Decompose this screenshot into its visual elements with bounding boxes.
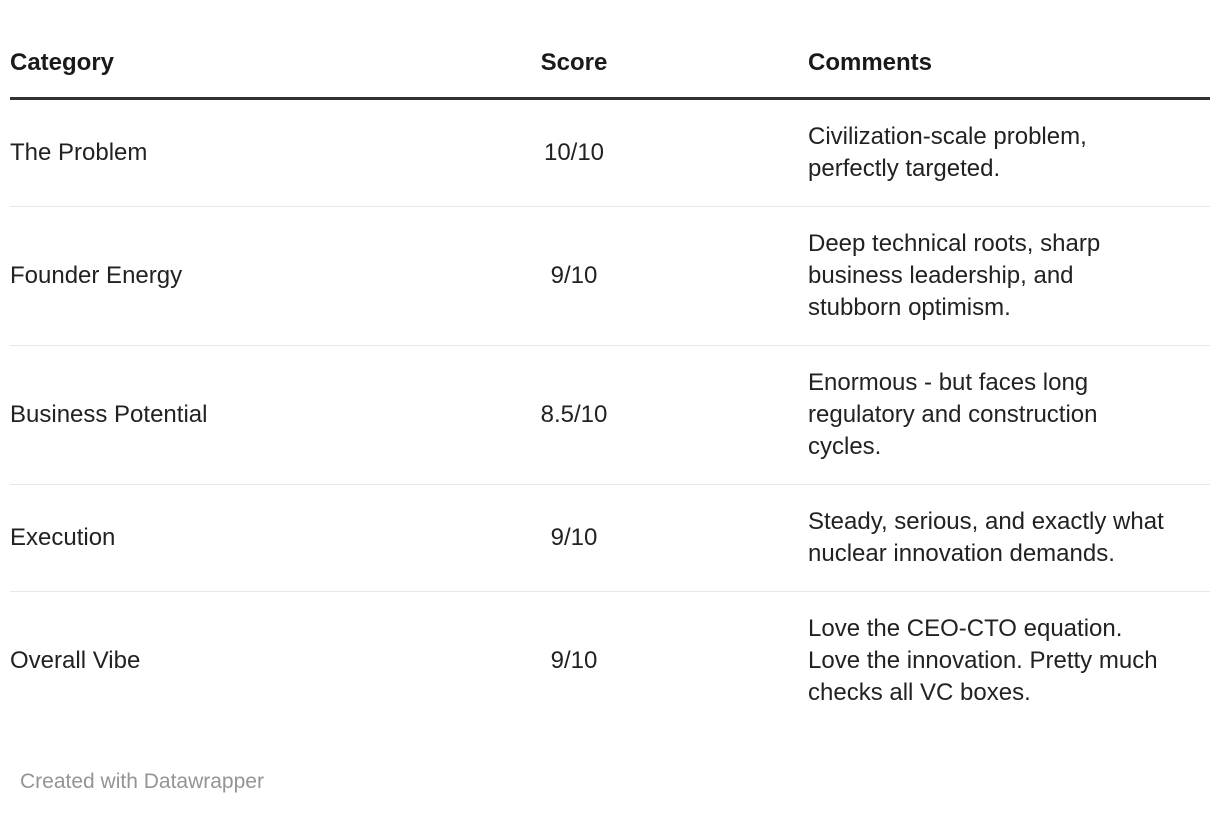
- category-cell: The Problem: [10, 98, 340, 207]
- header-row: Category Score Comments: [10, 38, 1210, 100]
- column-header-category: Category: [10, 38, 340, 100]
- table-header: Category Score Comments: [10, 38, 1210, 100]
- table-row: Overall Vibe 9/10 Love the CEO-CTO equat…: [10, 592, 1210, 731]
- comments-cell: Civilization-scale problem, perfectly ta…: [808, 98, 1210, 207]
- review-table: Category Score Comments The Problem 10/1…: [10, 38, 1210, 730]
- comments-text: Civilization-scale problem, perfectly ta…: [808, 123, 1087, 182]
- score-cell: 9/10: [550, 647, 598, 674]
- comments-text: Enormous - but faces long regulatory and…: [808, 369, 1098, 460]
- category-cell: Overall Vibe: [10, 647, 141, 674]
- comments-cell: Enormous - but faces long regulatory and…: [808, 345, 1210, 485]
- table-row: Execution 9/10 Steady, serious, and exac…: [10, 484, 1210, 592]
- table-row: The Problem 10/10 Civilization-scale pro…: [10, 98, 1210, 207]
- column-header-score: Score: [340, 38, 808, 100]
- datawrapper-table-chart: Category Score Comments The Problem 10/1…: [10, 38, 1210, 794]
- category-cell: Execution: [10, 484, 340, 592]
- datawrapper-attribution-link[interactable]: Created with Datawrapper: [20, 770, 264, 793]
- score-cell: 9/10: [340, 484, 808, 592]
- score-cell: 9/10: [340, 206, 808, 346]
- comments-cell: Deep technical roots, sharp business lea…: [808, 206, 1210, 346]
- column-header-comments: Comments: [808, 38, 1210, 100]
- table-row: Business Potential 8.5/10 Enormous - but…: [10, 345, 1210, 485]
- category-cell: Business Potential: [10, 345, 340, 485]
- comments-text: Love the CEO-CTO equation. Love the inno…: [808, 615, 1158, 706]
- comments-text: Steady, serious, and exactly what nuclea…: [808, 508, 1164, 567]
- score-cell: 10/10: [340, 98, 808, 207]
- comments-text: Deep technical roots, sharp business lea…: [808, 230, 1101, 321]
- attribution-footer: Created with Datawrapper: [20, 770, 1200, 794]
- score-cell: 8.5/10: [340, 345, 808, 485]
- table-row: Founder Energy 9/10 Deep technical roots…: [10, 206, 1210, 346]
- table-body: The Problem 10/10 Civilization-scale pro…: [10, 98, 1210, 731]
- comments-cell: Love the CEO-CTO equation. Love the inno…: [808, 592, 1210, 731]
- category-cell: Founder Energy: [10, 206, 340, 346]
- comments-cell: Steady, serious, and exactly what nuclea…: [808, 484, 1210, 592]
